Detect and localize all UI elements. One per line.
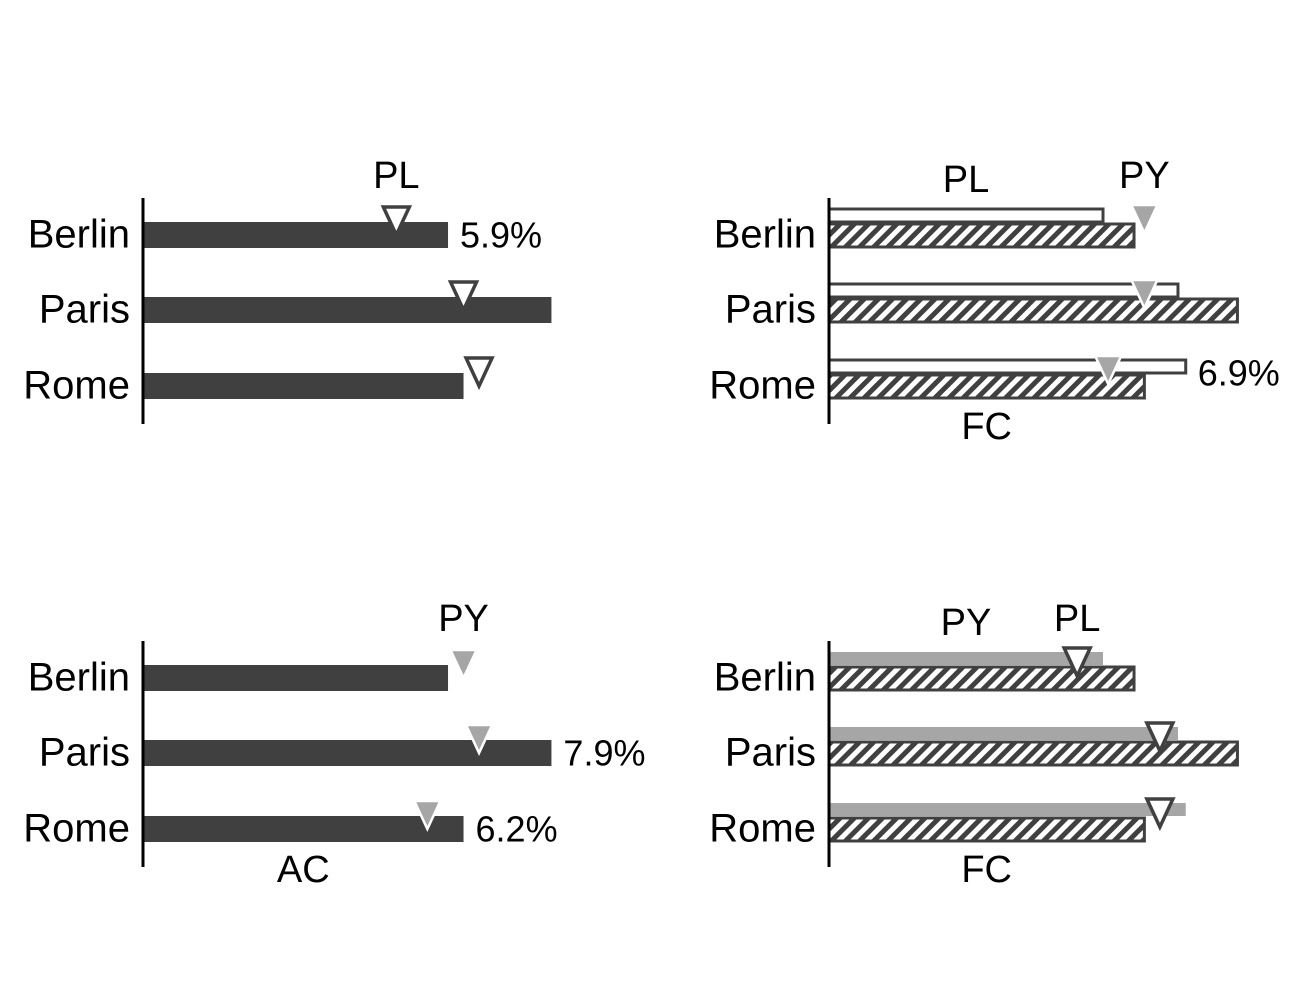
- marker: [1093, 354, 1124, 387]
- category-label: Rome: [23, 364, 130, 408]
- marker: [447, 280, 480, 315]
- series-label: PL: [373, 155, 419, 197]
- bar: [143, 297, 552, 323]
- bar: [827, 816, 1146, 843]
- category-label: Paris: [39, 288, 130, 332]
- marker: [412, 799, 443, 832]
- bar: [827, 207, 1105, 224]
- marker: [1144, 721, 1176, 756]
- bar: [827, 665, 1136, 692]
- series-label: AC: [277, 849, 330, 891]
- bar: [143, 373, 464, 399]
- category-label: Rome: [23, 807, 130, 851]
- category-label: Berlin: [714, 213, 816, 257]
- bar: [829, 803, 1186, 816]
- marker: [1061, 646, 1093, 681]
- marker: [463, 356, 495, 391]
- bar: [827, 373, 1146, 400]
- marker: [448, 648, 479, 681]
- marker: [464, 723, 495, 756]
- value-label: 6.9%: [1198, 353, 1280, 394]
- series-label: FC: [961, 406, 1012, 448]
- category-label: Berlin: [28, 656, 130, 700]
- series-label: PL: [943, 159, 989, 201]
- category-label: Berlin: [28, 213, 130, 257]
- series-label: PY: [941, 602, 992, 644]
- marker: [1129, 278, 1160, 311]
- bar: [827, 297, 1239, 324]
- bar: [827, 740, 1239, 767]
- bar: [827, 282, 1180, 299]
- value-label: 6.2%: [476, 809, 558, 850]
- value-label: 7.9%: [563, 733, 645, 774]
- bar: [143, 740, 552, 766]
- series-label: FC: [961, 849, 1012, 891]
- category-label: Berlin: [714, 656, 816, 700]
- bar: [827, 222, 1136, 249]
- category-label: Rome: [709, 807, 816, 851]
- marker: [1129, 203, 1160, 236]
- category-label: Rome: [709, 364, 816, 408]
- bar: [143, 665, 449, 691]
- bar: [829, 652, 1104, 665]
- category-label: Paris: [725, 731, 816, 775]
- marker: [380, 205, 413, 240]
- bar: [829, 727, 1178, 740]
- series-label: PL: [1054, 598, 1100, 640]
- bar: [827, 358, 1188, 375]
- category-label: Paris: [39, 731, 130, 775]
- bar: [143, 816, 464, 842]
- category-label: Paris: [725, 288, 816, 332]
- value-label: 5.9%: [460, 215, 542, 256]
- series-label: PY: [1119, 155, 1170, 197]
- series-label: PY: [438, 598, 489, 640]
- marker: [1144, 797, 1176, 832]
